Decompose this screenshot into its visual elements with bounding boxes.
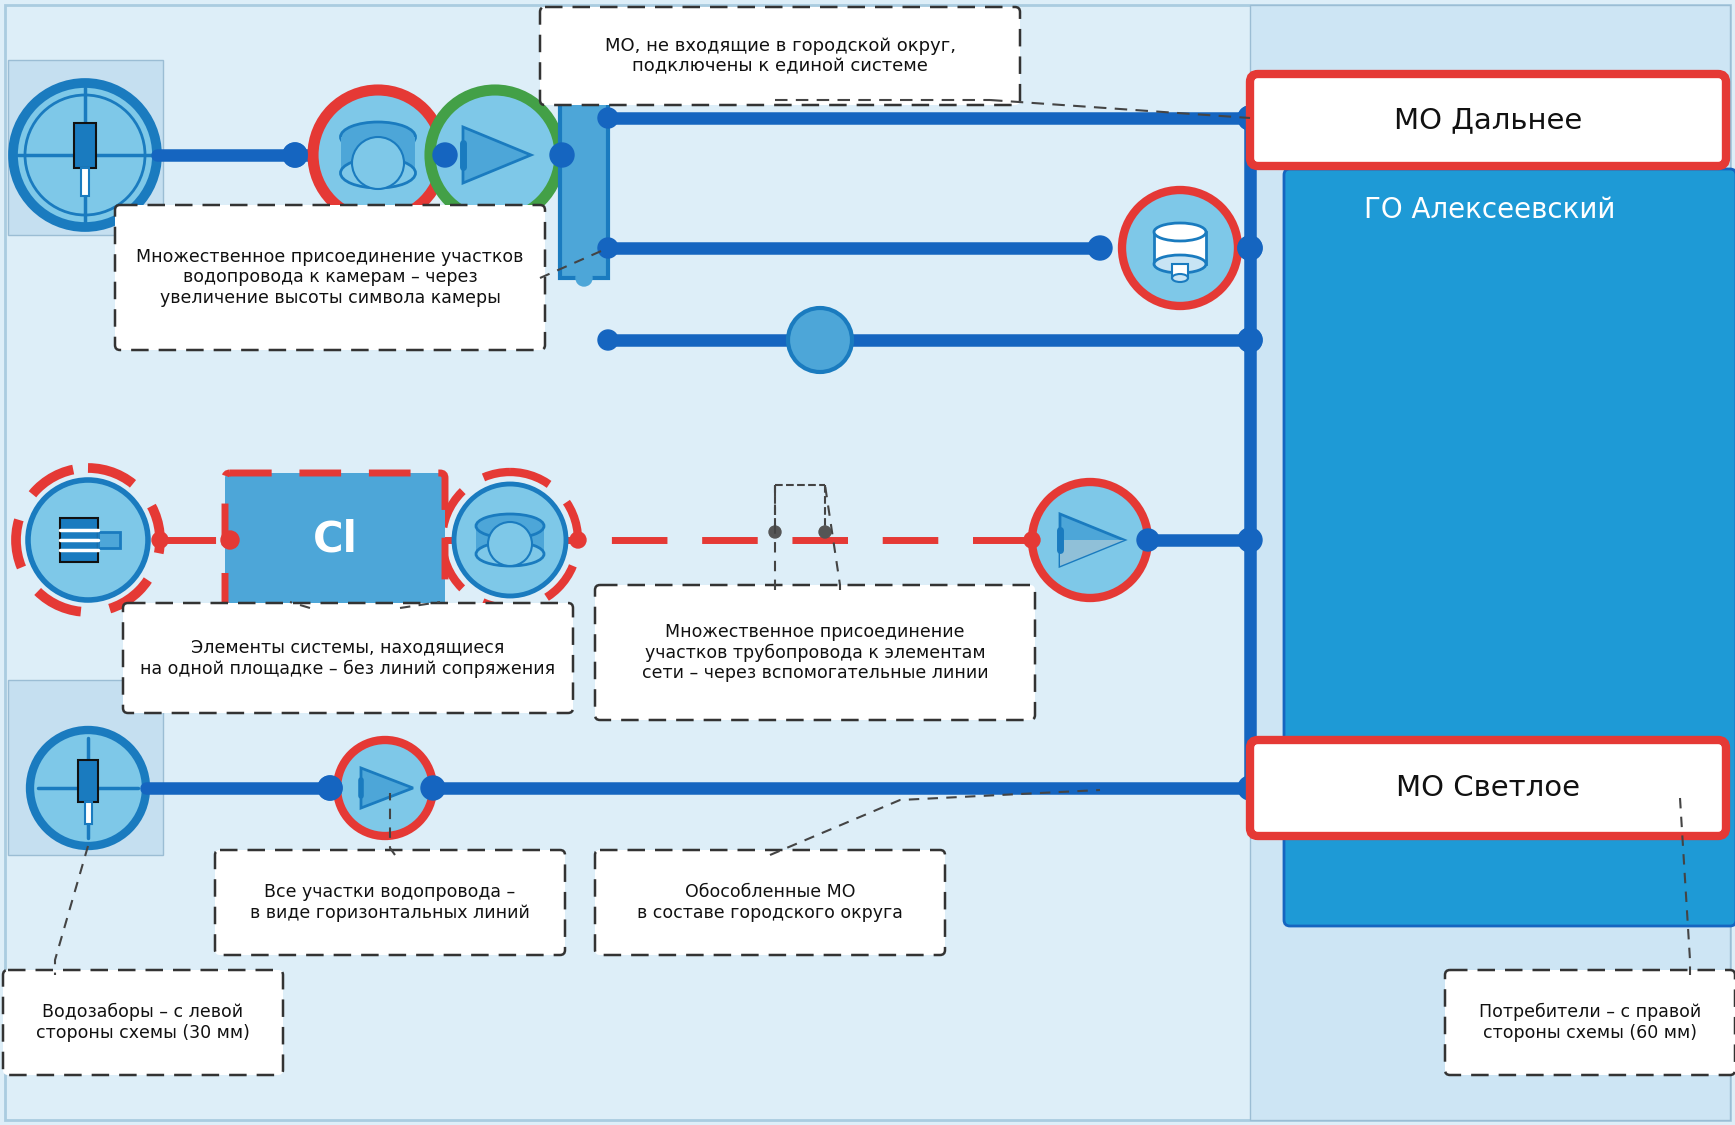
FancyBboxPatch shape — [215, 850, 566, 955]
Circle shape — [1239, 236, 1261, 260]
Text: Потребители – с правой
стороны схемы (60 мм): Потребители – с правой стороны схемы (60… — [1478, 1004, 1700, 1042]
Circle shape — [550, 143, 574, 166]
Ellipse shape — [340, 122, 415, 152]
Polygon shape — [1060, 514, 1124, 566]
Circle shape — [422, 776, 444, 800]
Circle shape — [312, 90, 442, 220]
Circle shape — [28, 480, 147, 600]
FancyBboxPatch shape — [1284, 169, 1735, 926]
Circle shape — [434, 143, 456, 166]
Text: ГО Алексеевский: ГО Алексеевский — [1364, 196, 1615, 224]
Circle shape — [1239, 328, 1261, 352]
Ellipse shape — [475, 542, 545, 566]
Circle shape — [430, 90, 560, 220]
FancyBboxPatch shape — [595, 585, 1036, 720]
Circle shape — [1239, 528, 1261, 552]
Circle shape — [1032, 482, 1149, 598]
Circle shape — [283, 143, 307, 166]
Ellipse shape — [1154, 255, 1206, 273]
Circle shape — [337, 740, 434, 836]
Circle shape — [29, 730, 146, 846]
Text: МО Светлое: МО Светлое — [1397, 774, 1581, 802]
Polygon shape — [361, 768, 413, 808]
FancyBboxPatch shape — [1445, 970, 1735, 1076]
Circle shape — [576, 192, 592, 208]
Circle shape — [24, 94, 146, 215]
Circle shape — [318, 776, 342, 800]
FancyBboxPatch shape — [123, 603, 573, 713]
Circle shape — [12, 83, 156, 227]
Circle shape — [455, 484, 566, 596]
FancyBboxPatch shape — [5, 4, 1730, 1120]
Ellipse shape — [340, 158, 415, 188]
Polygon shape — [1060, 540, 1124, 566]
Text: Множественное присоединение участков
водопровода к камерам – через
увеличение вы: Множественное присоединение участков вод… — [137, 248, 524, 307]
FancyBboxPatch shape — [9, 680, 163, 855]
FancyBboxPatch shape — [1249, 74, 1726, 166]
Circle shape — [1136, 529, 1159, 551]
Circle shape — [352, 137, 404, 189]
Text: Множественное присоединение
участков трубопровода к элементам
сети – через вспом: Множественное присоединение участков тру… — [642, 622, 989, 683]
Circle shape — [488, 522, 533, 566]
Bar — [560, 68, 607, 278]
Circle shape — [1239, 106, 1261, 130]
FancyBboxPatch shape — [1249, 4, 1730, 1120]
Circle shape — [819, 526, 831, 538]
Circle shape — [220, 531, 239, 549]
Circle shape — [1088, 236, 1112, 260]
FancyBboxPatch shape — [9, 60, 163, 235]
Bar — [61, 518, 97, 562]
Circle shape — [1239, 776, 1261, 800]
FancyBboxPatch shape — [3, 970, 283, 1076]
Ellipse shape — [1173, 274, 1188, 282]
Polygon shape — [463, 127, 531, 183]
Text: Элементы системы, находящиеся
на одной площадке – без линий сопряжения: Элементы системы, находящиеся на одной п… — [141, 639, 555, 677]
FancyBboxPatch shape — [595, 850, 946, 955]
Circle shape — [576, 92, 592, 108]
Text: Водозаборы – с левой
стороны схемы (30 мм): Водозаборы – с левой стороны схемы (30 м… — [36, 1004, 250, 1042]
Circle shape — [599, 330, 618, 350]
Ellipse shape — [1154, 223, 1206, 241]
Circle shape — [318, 776, 342, 800]
Bar — [78, 760, 97, 802]
Bar — [1173, 264, 1188, 278]
Circle shape — [283, 143, 307, 166]
Bar — [75, 123, 95, 168]
Text: Все участки водопровода –
в виде горизонтальных линий: Все участки водопровода – в виде горизон… — [250, 883, 529, 921]
Circle shape — [571, 532, 586, 548]
Circle shape — [1239, 236, 1261, 260]
FancyBboxPatch shape — [540, 7, 1020, 105]
Circle shape — [153, 532, 168, 548]
Bar — [475, 526, 545, 554]
Circle shape — [1239, 328, 1261, 352]
Circle shape — [599, 108, 618, 128]
FancyBboxPatch shape — [1249, 740, 1726, 836]
Circle shape — [576, 270, 592, 286]
Circle shape — [769, 526, 781, 538]
FancyBboxPatch shape — [115, 205, 545, 350]
Ellipse shape — [788, 308, 852, 372]
Circle shape — [1239, 106, 1261, 130]
Text: Cl: Cl — [312, 519, 357, 561]
Bar — [97, 532, 120, 548]
Circle shape — [1024, 532, 1039, 548]
Circle shape — [1123, 190, 1239, 306]
Text: Обособленные МО
в составе городского округа: Обособленные МО в составе городского окр… — [637, 883, 902, 921]
Bar — [82, 168, 88, 196]
FancyBboxPatch shape — [226, 472, 444, 608]
Bar — [85, 802, 92, 824]
Ellipse shape — [475, 514, 545, 538]
Text: МО, не входящие в городской округ,
подключены к единой системе: МО, не входящие в городской округ, подкл… — [604, 37, 956, 75]
Bar — [342, 137, 415, 173]
Bar — [1154, 232, 1206, 264]
Circle shape — [599, 238, 618, 258]
Text: МО Дальнее: МО Дальнее — [1393, 106, 1582, 134]
